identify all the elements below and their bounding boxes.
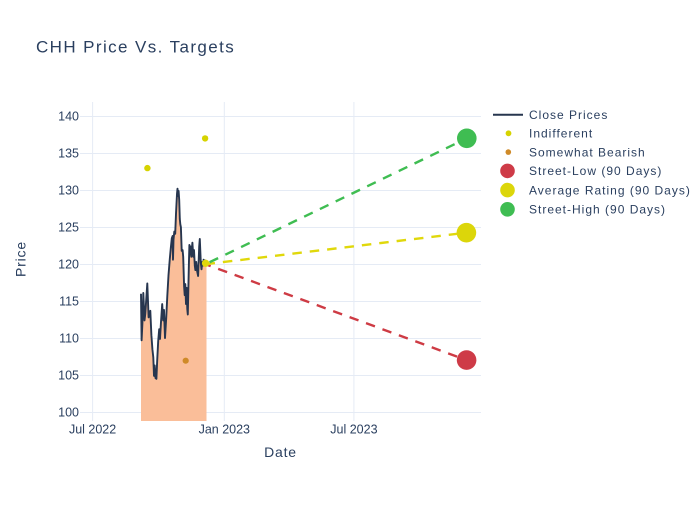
svg-text:115: 115 (59, 295, 79, 309)
svg-text:Close Prices: Close Prices (529, 108, 608, 122)
svg-text:Somewhat Bearish: Somewhat Bearish (529, 145, 646, 159)
svg-text:Jan 2023: Jan 2023 (199, 422, 250, 436)
svg-text:135: 135 (58, 147, 79, 161)
svg-text:110: 110 (59, 332, 79, 346)
svg-text:Street-Low (90 Days): Street-Low (90 Days) (529, 164, 662, 178)
svg-text:Date: Date (264, 444, 297, 460)
svg-text:130: 130 (58, 184, 79, 198)
svg-text:Average Rating (90 Days): Average Rating (90 Days) (529, 183, 691, 197)
svg-text:Street-High (90 Days): Street-High (90 Days) (529, 203, 666, 217)
svg-text:Price: Price (13, 241, 29, 277)
svg-text:120: 120 (58, 258, 79, 272)
svg-text:100: 100 (58, 406, 79, 420)
svg-text:CHH Price Vs. Targets: CHH Price Vs. Targets (36, 38, 235, 57)
svg-text:125: 125 (58, 221, 79, 235)
svg-text:Jul 2022: Jul 2022 (69, 422, 116, 436)
svg-text:105: 105 (58, 369, 79, 383)
svg-text:140: 140 (58, 110, 79, 124)
svg-text:Indifferent: Indifferent (529, 127, 593, 141)
svg-text:Jul 2023: Jul 2023 (330, 422, 377, 436)
